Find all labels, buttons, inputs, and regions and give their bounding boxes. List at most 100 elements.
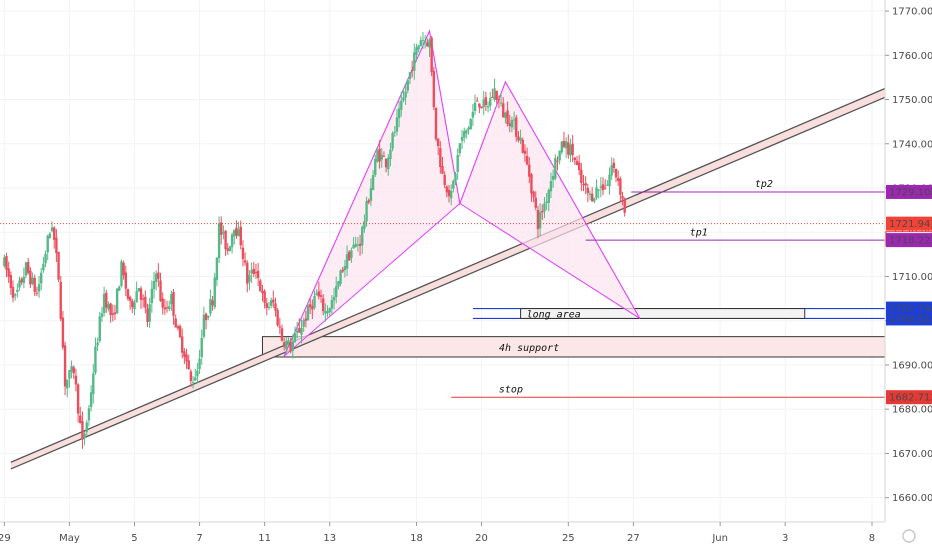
candle-body-down [497,99,501,101]
candle-body-up [356,244,360,246]
candle-body-down [124,272,128,289]
candle-body-down [476,100,479,102]
harmonic-pattern [283,29,641,357]
candle-body-down [445,186,449,193]
candle-body-up [330,300,334,309]
candle-body-down [590,193,594,202]
x-tick-label: 27 [627,533,640,544]
candle-body-down [241,247,245,259]
candle-body-down [35,292,39,294]
long-area-label: long area [527,309,581,320]
candle-body-up [83,433,86,439]
candle-body-down [243,260,247,263]
candle-body-down [261,290,264,294]
candle-body-up [68,370,71,379]
candle-body-down [384,158,388,168]
candle-body-up [460,136,464,141]
candle-body-up [207,315,210,318]
candle-body-up [335,286,338,298]
candle-body-up [543,203,546,212]
candle-body-down [74,375,78,385]
long-area-bottom-badge-bg [886,311,932,326]
candle-body-up [94,346,97,373]
candle-body-up [306,305,310,321]
tp1-price-badge: 1718.222 [889,236,932,247]
candle-body-up [107,304,110,310]
candle-body-up [389,149,392,160]
y-tick-label: 1770.000 [892,7,932,18]
candle-body-down [567,142,570,155]
candle-body-up [196,370,199,377]
candle-body-down [434,107,438,140]
candle-body-up [343,265,347,271]
candle-body-down [189,371,193,382]
candle-body-up [230,234,234,248]
x-tick-label: May [59,533,80,544]
candle-body-down [146,308,149,323]
candle-body-up [482,99,485,108]
candle-body-up [324,310,327,314]
candle-body-up [315,293,318,296]
candle-body-up [549,181,553,192]
candle-body-up [361,226,364,246]
candle-body-up [408,72,412,79]
candle-body-up [191,382,195,384]
candle-body-down [144,296,147,308]
candle-body-up [267,306,271,308]
x-tick-label: 13 [323,533,336,544]
candle-body-down [319,295,323,297]
candle-body-up [48,233,52,238]
candle-body-up [66,379,69,389]
tp1-label: tp1 [690,227,708,238]
candle-body-down [289,342,292,352]
tp2-label: tp2 [755,179,773,190]
candle-body-up [402,97,405,101]
candle-body-down [577,162,581,171]
candle-body-down [235,227,238,236]
candle-body-down [506,110,509,125]
support-zone-label: 4h support [499,343,559,354]
candle-body-up [486,105,490,108]
candle-body-up [302,320,305,327]
candle-body-up [291,341,295,351]
y-tick-label: 1740.000 [892,139,932,150]
candle-body-up [222,232,225,234]
candle-body-up [406,80,409,91]
candle-body-up [395,117,399,132]
x-tick-label: 7 [196,533,202,544]
candle-body-up [610,165,613,176]
candle-body-down [55,237,58,254]
y-tick-label: 1710.000 [892,272,932,283]
stop-price-badge: 1682.713 [889,393,932,404]
candle-body-up [458,143,462,154]
candle-body-up [337,281,340,287]
candle-body-down [176,326,180,329]
candle-body-up [465,129,468,134]
candle-body-up [417,45,420,50]
candle-body-down [76,384,80,414]
candle-body-down [159,280,162,301]
candle-body-down [484,97,488,106]
candle-body-up [374,159,377,175]
candle-body-up [202,314,206,337]
candle-body-down [59,281,62,319]
candle-body-down [603,187,607,189]
candle-body-down [187,360,190,370]
stop-label: stop [499,384,523,395]
candle-body-down [495,90,498,101]
candle-body-up [471,111,475,118]
candle-body-up [18,280,21,288]
y-tick-label: 1760.000 [892,51,932,62]
candle-body-down [575,160,579,165]
candle-body-up [558,150,561,161]
candle-body-up [228,246,232,251]
y-tick-label: 1680.000 [892,405,932,416]
candle-body-up [100,313,104,317]
candle-body-down [348,251,351,261]
candle-body-up [152,281,156,290]
x-tick-label: Jun [711,533,728,544]
time-axis-bg [0,522,932,550]
candle-body-down [443,174,446,186]
